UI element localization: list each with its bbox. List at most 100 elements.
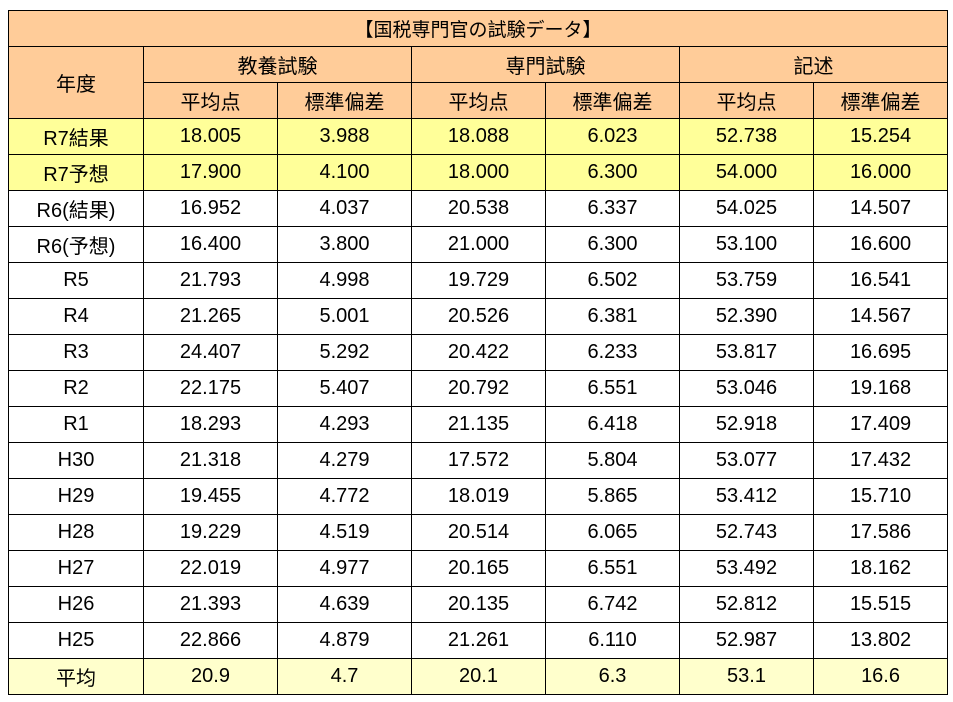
value-cell: 4.037 <box>277 190 412 227</box>
value-cell: 3.988 <box>277 118 412 155</box>
value-cell: 6.233 <box>545 334 680 371</box>
value-cell: 5.001 <box>277 298 412 335</box>
value-cell: 53.492 <box>679 550 814 587</box>
year-cell: H25 <box>8 622 144 659</box>
year-cell: R7予想 <box>8 154 144 191</box>
value-cell: 6.065 <box>545 514 680 551</box>
value-cell: 18.293 <box>143 406 278 443</box>
year-cell: R6(結果) <box>8 190 144 227</box>
value-cell: 21.261 <box>411 622 546 659</box>
year-cell: R7結果 <box>8 118 144 155</box>
header-mean: 平均点 <box>411 82 546 119</box>
value-cell: 6.300 <box>545 154 680 191</box>
value-cell: 53.759 <box>679 262 814 299</box>
exam-data-table: 【国税専門官の試験データ】 年度 教養試験 専門試験 記述 平均点 標準偏差 平… <box>7 10 949 695</box>
value-cell: 4.519 <box>277 514 412 551</box>
value-cell: 53.1 <box>679 658 814 695</box>
value-cell: 4.977 <box>277 550 412 587</box>
value-cell: 21.000 <box>411 226 546 263</box>
value-cell: 22.019 <box>143 550 278 587</box>
value-cell: 19.168 <box>812 370 949 407</box>
value-cell: 18.162 <box>812 550 949 587</box>
value-cell: 16.695 <box>812 334 949 371</box>
table-row: R4 21.265 5.001 20.526 6.381 52.390 14.567 <box>8 298 949 335</box>
value-cell: 22.866 <box>143 622 278 659</box>
value-cell: 20.526 <box>411 298 546 335</box>
header-kyoyo: 教養試験 <box>143 46 412 83</box>
value-cell: 20.792 <box>411 370 546 407</box>
value-cell: 17.586 <box>812 514 949 551</box>
value-cell: 13.802 <box>812 622 949 659</box>
value-cell: 6.337 <box>545 190 680 227</box>
table-row: R7結果 18.005 3.988 18.088 6.023 52.738 15.254 <box>8 118 949 155</box>
value-cell: 21.393 <box>143 586 278 623</box>
value-cell: 20.135 <box>411 586 546 623</box>
value-cell: 5.865 <box>545 478 680 515</box>
value-cell: 20.1 <box>411 658 546 695</box>
year-cell: R3 <box>8 334 144 371</box>
value-cell: 6.742 <box>545 586 680 623</box>
value-cell: 18.088 <box>411 118 546 155</box>
value-cell: 6.023 <box>545 118 680 155</box>
year-cell: H28 <box>8 514 144 551</box>
table-row: 平均 20.9 4.7 20.1 6.3 53.1 16.6 <box>8 658 949 695</box>
value-cell: 54.000 <box>679 154 814 191</box>
value-cell: 16.600 <box>812 226 949 263</box>
value-cell: 19.729 <box>411 262 546 299</box>
value-cell: 22.175 <box>143 370 278 407</box>
value-cell: 21.793 <box>143 262 278 299</box>
value-cell: 53.817 <box>679 334 814 371</box>
value-cell: 52.812 <box>679 586 814 623</box>
value-cell: 6.551 <box>545 370 680 407</box>
value-cell: 6.551 <box>545 550 680 587</box>
value-cell: 16.6 <box>812 658 949 695</box>
value-cell: 53.412 <box>679 478 814 515</box>
value-cell: 18.005 <box>143 118 278 155</box>
table-row: H26 21.393 4.639 20.135 6.742 52.812 15.515 <box>8 586 949 623</box>
value-cell: 4.879 <box>277 622 412 659</box>
year-cell: H27 <box>8 550 144 587</box>
table-row: R5 21.793 4.998 19.729 6.502 53.759 16.541 <box>8 262 949 299</box>
value-cell: 17.572 <box>411 442 546 479</box>
value-cell: 4.293 <box>277 406 412 443</box>
table-title: 【国税専門官の試験データ】 <box>7 10 949 47</box>
value-cell: 20.422 <box>411 334 546 371</box>
table-row: H30 21.318 4.279 17.572 5.804 53.077 17.432 <box>8 442 949 479</box>
value-cell: 16.400 <box>143 226 278 263</box>
value-cell: 53.046 <box>679 370 814 407</box>
value-cell: 6.300 <box>545 226 680 263</box>
value-cell: 16.952 <box>143 190 278 227</box>
value-cell: 18.000 <box>411 154 546 191</box>
value-cell: 4.772 <box>277 478 412 515</box>
table-row: H28 19.229 4.519 20.514 6.065 52.743 17.586 <box>8 514 949 551</box>
value-cell: 6.418 <box>545 406 680 443</box>
value-cell: 52.987 <box>679 622 814 659</box>
year-cell: R2 <box>8 370 144 407</box>
header-senmon: 専門試験 <box>411 46 680 83</box>
value-cell: 6.110 <box>545 622 680 659</box>
table-row: R3 24.407 5.292 20.422 6.233 53.817 16.695 <box>8 334 949 371</box>
value-cell: 5.407 <box>277 370 412 407</box>
value-cell: 15.710 <box>812 478 949 515</box>
year-cell: H29 <box>8 478 144 515</box>
value-cell: 16.541 <box>812 262 949 299</box>
value-cell: 20.165 <box>411 550 546 587</box>
value-cell: 5.804 <box>545 442 680 479</box>
value-cell: 17.409 <box>812 406 949 443</box>
value-cell: 21.265 <box>143 298 278 335</box>
table-row: H27 22.019 4.977 20.165 6.551 53.492 18.162 <box>8 550 949 587</box>
table-row: R6(結果) 16.952 4.037 20.538 6.337 54.025 14.507 <box>8 190 949 227</box>
value-cell: 16.000 <box>812 154 949 191</box>
value-cell: 53.100 <box>679 226 814 263</box>
header-stddev: 標準偏差 <box>812 82 949 119</box>
value-cell: 52.738 <box>679 118 814 155</box>
year-cell: R6(予想) <box>8 226 144 263</box>
value-cell: 15.515 <box>812 586 949 623</box>
value-cell: 4.639 <box>277 586 412 623</box>
value-cell: 52.918 <box>679 406 814 443</box>
year-cell: R5 <box>8 262 144 299</box>
value-cell: 20.9 <box>143 658 278 695</box>
value-cell: 14.567 <box>812 298 949 335</box>
value-cell: 52.390 <box>679 298 814 335</box>
value-cell: 17.900 <box>143 154 278 191</box>
